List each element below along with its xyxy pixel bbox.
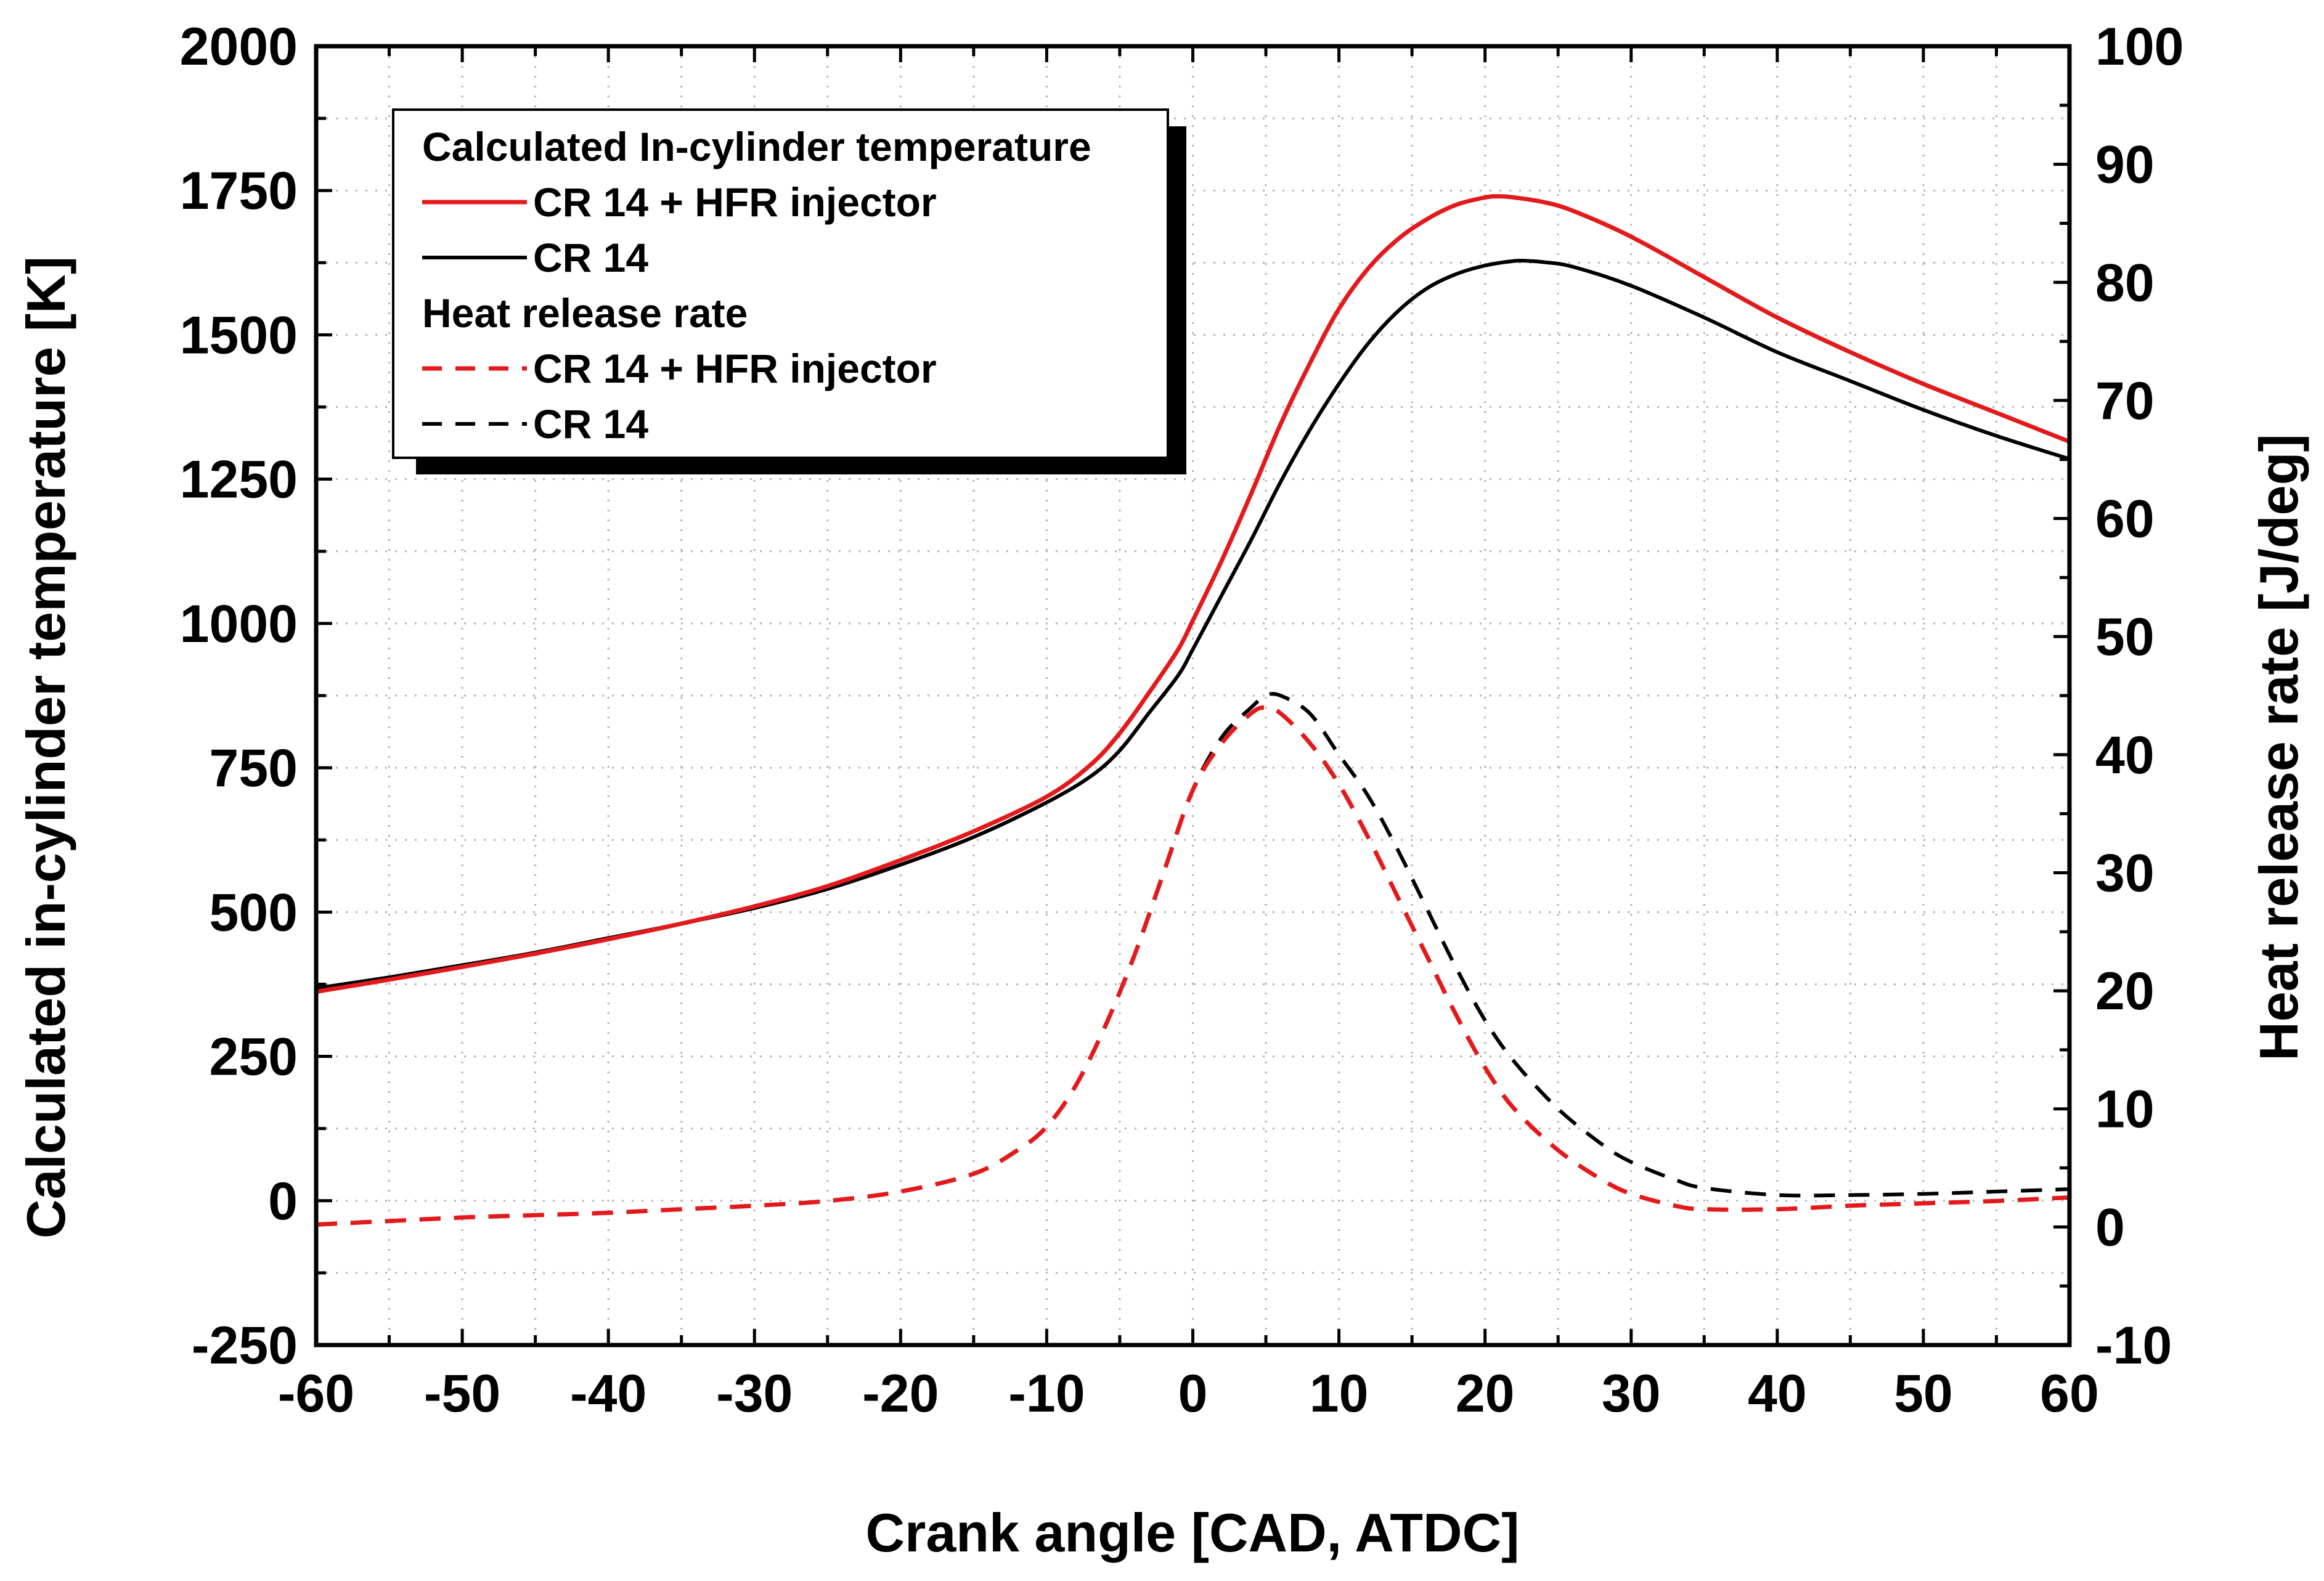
x-axis-title: Crank angle [CAD, ATDC] bbox=[866, 1502, 1520, 1563]
x-tick-label: 10 bbox=[1310, 1364, 1369, 1423]
series-layer bbox=[316, 194, 2071, 1227]
y-left-tick-label: 750 bbox=[210, 739, 298, 798]
x-tick-label: -60 bbox=[278, 1364, 354, 1423]
y-axis-right-title: Heat release rate [J/deg] bbox=[2248, 434, 2309, 1060]
y-right-tick-label: 100 bbox=[2095, 17, 2184, 76]
legend-group-title-temperature: Calculated In-cylinder temperature bbox=[422, 124, 1091, 169]
y-left-tick-label: -250 bbox=[192, 1316, 298, 1375]
y-right-tick-label: 0 bbox=[2095, 1198, 2125, 1257]
x-tick-label: -20 bbox=[862, 1364, 939, 1423]
y-left-tick-label: 1750 bbox=[180, 161, 298, 221]
legend-group-title-hrr: Heat release rate bbox=[422, 290, 748, 336]
legend: Calculated In-cylinder temperature CR 14… bbox=[392, 108, 1186, 474]
x-tick-label: -10 bbox=[1008, 1364, 1085, 1423]
series-hrr-cr14-hfr bbox=[316, 705, 2070, 1227]
series-hrr-cr14 bbox=[316, 692, 2070, 1227]
legend-label-temp-cr14: CR 14 bbox=[533, 235, 648, 280]
x-tick-label: -50 bbox=[424, 1364, 500, 1423]
y-axis-left-title: Calculated in-cylinder temperature [K] bbox=[15, 256, 76, 1238]
y-right-tick-label: 50 bbox=[2095, 608, 2155, 667]
y-right-tick-label: 40 bbox=[2095, 726, 2155, 785]
legend-label-hrr-cr14: CR 14 bbox=[533, 401, 648, 447]
x-tick-label: -40 bbox=[570, 1364, 646, 1423]
grid bbox=[316, 46, 2069, 1345]
x-tick-label: 50 bbox=[1894, 1364, 1953, 1423]
series-temperature-cr14-hfr bbox=[316, 194, 2071, 994]
plot-frame bbox=[314, 44, 2072, 1347]
y-left-tick-label: 250 bbox=[210, 1028, 298, 1087]
y-right-tick-label: 90 bbox=[2095, 136, 2155, 195]
y-left-tick-label: 1250 bbox=[180, 450, 298, 510]
y-left-tick-label: 1000 bbox=[180, 595, 298, 654]
y-right-tick-label: 10 bbox=[2095, 1080, 2155, 1139]
legend-label-temp-hfr: CR 14 + HFR injector bbox=[533, 179, 937, 225]
tick-labels: -60 -50 -40 -30 -20 -10 0 10 20 30 40 50 60 -250 0 250 5… bbox=[180, 17, 2184, 1423]
x-tick-label: 30 bbox=[1602, 1364, 1661, 1423]
y-left-tick-label: 1500 bbox=[180, 306, 298, 365]
y-left-tick-label: 500 bbox=[210, 883, 298, 942]
x-tick-label: 40 bbox=[1748, 1364, 1807, 1423]
legend-box bbox=[392, 108, 1169, 459]
y-left-tick-label: 2000 bbox=[180, 17, 298, 76]
y-right-tick-label: 80 bbox=[2095, 253, 2155, 312]
y-left-tick-label: 0 bbox=[268, 1172, 298, 1231]
legend-label-hrr-hfr: CR 14 + HFR injector bbox=[533, 346, 937, 391]
y-right-tick-label: 30 bbox=[2095, 843, 2155, 903]
y-right-tick-label: 20 bbox=[2095, 962, 2155, 1021]
y-right-tick-label: 70 bbox=[2095, 372, 2155, 431]
x-tick-label: 0 bbox=[1178, 1364, 1208, 1423]
x-tick-label: 20 bbox=[1456, 1364, 1515, 1423]
y-right-tick-label: -10 bbox=[2095, 1316, 2172, 1375]
x-tick-label: -30 bbox=[716, 1364, 793, 1423]
x-tick-label: 60 bbox=[2040, 1364, 2099, 1423]
y-right-tick-label: 60 bbox=[2095, 490, 2155, 549]
